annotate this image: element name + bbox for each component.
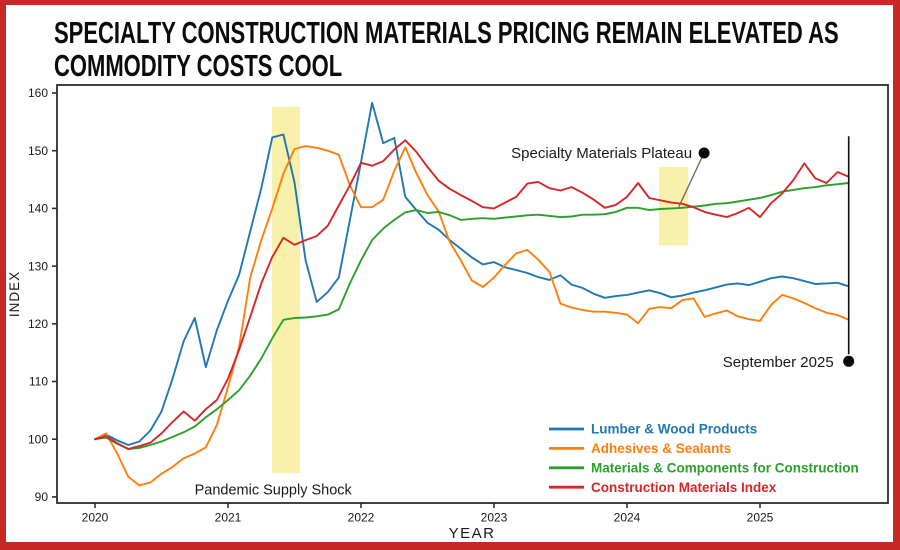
legend-item-adhesives-sealants: Adhesives & Sealants: [549, 441, 731, 456]
x-tick-label-2020: 2020: [82, 511, 109, 525]
september-dot: [843, 355, 855, 367]
series-lines: [94, 101, 850, 487]
headline: SPECIALTY CONSTRUCTION MATERIALS PRICING…: [54, 16, 839, 82]
y-tick-label-150: 150: [28, 144, 48, 158]
headline-line-1: SPECIALTY CONSTRUCTION MATERIALS PRICING…: [54, 15, 839, 50]
legend: Lumber & Wood Products Adhesives & Sealan…: [549, 422, 859, 495]
legend-label: Lumber & Wood Products: [591, 422, 757, 437]
september-label: September 2025: [723, 354, 834, 371]
legend-label: Construction Materials Index: [591, 480, 777, 495]
series-line-construction-materials-index: [94, 139, 850, 450]
legend-item-materials-components-for-construction: Materials & Components for Construction: [549, 460, 859, 475]
x-axis: 2020 2021 2022 2023 2024 2025: [82, 503, 774, 525]
plateau-pointer-line: [678, 156, 703, 207]
y-tick-label-110: 110: [29, 375, 48, 389]
highlight-band-plateau: [658, 166, 689, 246]
x-tick-label-2025: 2025: [747, 511, 774, 525]
y-tick-label-130: 130: [28, 259, 48, 273]
y-axis: 90 100 110 120 130 140 150 160: [28, 86, 57, 504]
x-axis-title: YEAR: [449, 525, 496, 542]
legend-label: Materials & Components for Construction: [591, 460, 859, 475]
series-line-materials-components-for-construction: [94, 182, 850, 450]
annotation-specialty-materials-plateau: Specialty Materials Plateau: [511, 145, 710, 207]
y-axis-title: INDEX: [7, 271, 22, 317]
series-line-lumber-wood-products: [94, 101, 850, 446]
annotation-september-2025: September 2025: [723, 136, 855, 371]
plot-frame: [56, 84, 889, 504]
x-tick-label-2021: 2021: [215, 511, 242, 525]
highlight-band-pandemic: [272, 106, 300, 474]
y-tick-label-140: 140: [28, 202, 48, 216]
x-tick-label-2023: 2023: [481, 511, 508, 525]
annotations: Specialty Materials Plateau September 202…: [195, 136, 855, 499]
y-tick-label-100: 100: [28, 432, 48, 446]
x-tick-label-2024: 2024: [614, 511, 641, 525]
legend-item-construction-materials-index: Construction Materials Index: [549, 480, 777, 495]
plateau-dot: [698, 147, 710, 159]
y-tick-label-120: 120: [28, 317, 48, 331]
x-tick-label-2022: 2022: [348, 511, 375, 525]
plateau-label: Specialty Materials Plateau: [511, 145, 692, 162]
annotation-pandemic-supply-shock: Pandemic Supply Shock: [195, 483, 353, 499]
legend-item-lumber-wood-products: Lumber & Wood Products: [549, 422, 757, 437]
y-tick-label-160: 160: [28, 86, 48, 100]
series-line-adhesives-sealants: [94, 145, 850, 487]
legend-label: Adhesives & Sealants: [591, 441, 731, 456]
headline-line-2: COMMODITY COSTS COOL: [54, 48, 343, 83]
y-tick-label-90: 90: [35, 490, 49, 504]
